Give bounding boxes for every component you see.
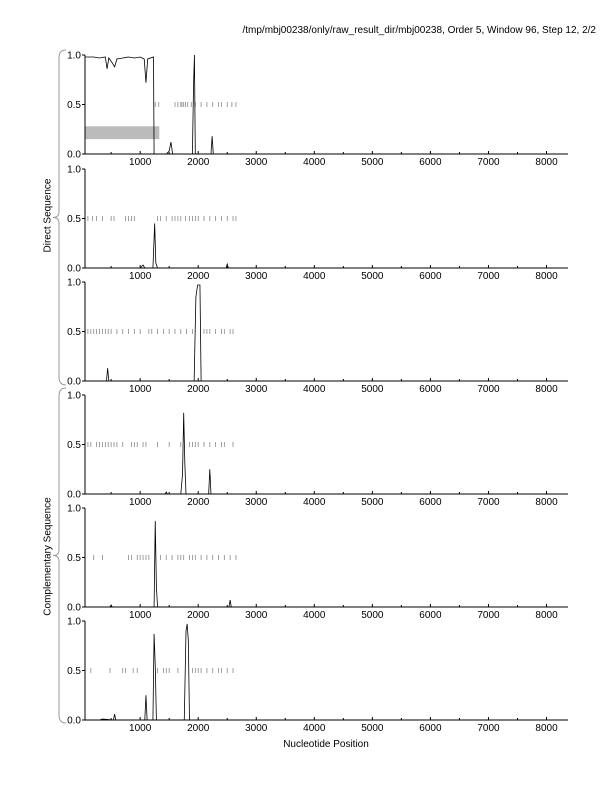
y-tick-label: 1.0 bbox=[67, 278, 81, 289]
x-tick-label: 7000 bbox=[477, 157, 500, 168]
x-tick-label: 4000 bbox=[303, 723, 326, 734]
complementary-bracket bbox=[52, 387, 67, 724]
x-tick-label: 4000 bbox=[303, 384, 326, 395]
x-tick-label: 2000 bbox=[187, 723, 210, 734]
x-tick-label: 7000 bbox=[477, 497, 500, 508]
y-tick-label: 1.0 bbox=[67, 51, 81, 62]
x-tick-label: 5000 bbox=[361, 610, 384, 621]
x-tick-label: 4000 bbox=[303, 610, 326, 621]
x-tick-label: 2000 bbox=[187, 497, 210, 508]
x-tick-label: 8000 bbox=[535, 723, 558, 734]
y-tick-label: 0.0 bbox=[67, 150, 81, 161]
x-tick-label: 1000 bbox=[129, 384, 152, 395]
x-tick-label: 3000 bbox=[245, 271, 268, 282]
y-tick-label: 1.0 bbox=[67, 617, 81, 628]
x-tick-label: 8000 bbox=[535, 384, 558, 395]
x-tick-label: 2000 bbox=[187, 384, 210, 395]
x-tick-label: 7000 bbox=[477, 271, 500, 282]
x-tick-label: 8000 bbox=[535, 610, 558, 621]
x-tick-label: 3000 bbox=[245, 384, 268, 395]
x-tick-label: 3000 bbox=[245, 497, 268, 508]
x-tick-label: 3000 bbox=[245, 157, 268, 168]
x-tick-label: 7000 bbox=[477, 723, 500, 734]
y-tick-label: 0.0 bbox=[67, 264, 81, 275]
coding-potential-line-direct-frame-2 bbox=[85, 223, 568, 269]
x-tick-label: 5000 bbox=[361, 497, 384, 508]
y-tick-label: 0.5 bbox=[67, 214, 81, 225]
coding-potential-line-complementary-frame-1 bbox=[85, 412, 568, 495]
x-tick-label: 8000 bbox=[535, 497, 558, 508]
x-tick-label: 2000 bbox=[187, 157, 210, 168]
y-tick-label: 0.0 bbox=[67, 716, 81, 727]
x-tick-label: 1000 bbox=[129, 271, 152, 282]
x-tick-label: 3000 bbox=[245, 723, 268, 734]
x-tick-label: 1000 bbox=[129, 497, 152, 508]
x-tick-label: 8000 bbox=[535, 271, 558, 282]
x-tick-label: 4000 bbox=[303, 157, 326, 168]
chart-title: /tmp/mbj00238/only/raw_result_dir/mbj002… bbox=[242, 25, 596, 36]
x-tick-label: 1000 bbox=[129, 610, 152, 621]
x-tick-label: 3000 bbox=[245, 610, 268, 621]
x-tick-label: 7000 bbox=[477, 384, 500, 395]
y-tick-label: 0.5 bbox=[67, 666, 81, 677]
x-tick-label: 5000 bbox=[361, 384, 384, 395]
coding-potential-line-complementary-frame-2 bbox=[85, 520, 568, 608]
y-tick-label: 0.0 bbox=[67, 603, 81, 614]
x-tick-label: 6000 bbox=[419, 384, 442, 395]
y-tick-label: 0.0 bbox=[67, 490, 81, 501]
x-tick-label: 5000 bbox=[361, 723, 384, 734]
x-tick-label: 4000 bbox=[303, 497, 326, 508]
x-tick-label: 1000 bbox=[129, 723, 152, 734]
y-tick-label: 1.0 bbox=[67, 165, 81, 176]
x-tick-label: 8000 bbox=[535, 157, 558, 168]
x-tick-label: 4000 bbox=[303, 271, 326, 282]
x-tick-label: 6000 bbox=[419, 271, 442, 282]
x-tick-label: 6000 bbox=[419, 723, 442, 734]
x-tick-label: 6000 bbox=[419, 497, 442, 508]
x-tick-label: 6000 bbox=[419, 610, 442, 621]
y-tick-label: 0.0 bbox=[67, 377, 81, 388]
x-tick-label: 5000 bbox=[361, 157, 384, 168]
coding-potential-line-direct-frame-3 bbox=[85, 284, 568, 382]
x-tick-label: 5000 bbox=[361, 271, 384, 282]
y-tick-label: 1.0 bbox=[67, 391, 81, 402]
y-tick-label: 1.0 bbox=[67, 504, 81, 515]
x-tick-label: 2000 bbox=[187, 271, 210, 282]
direct-bracket bbox=[52, 49, 67, 386]
x-tick-label: 2000 bbox=[187, 610, 210, 621]
x-tick-label: 6000 bbox=[419, 157, 442, 168]
coding-potential-line-direct-frame-1 bbox=[85, 54, 568, 155]
y-tick-label: 0.5 bbox=[67, 327, 81, 338]
x-tick-label: 7000 bbox=[477, 610, 500, 621]
x-tick-label: 1000 bbox=[129, 157, 152, 168]
y-tick-label: 0.5 bbox=[67, 440, 81, 451]
y-tick-label: 0.5 bbox=[67, 100, 81, 111]
y-tick-label: 0.5 bbox=[67, 553, 81, 564]
coding-potential-line-complementary-frame-3 bbox=[85, 623, 568, 721]
gene-region-bar bbox=[85, 126, 160, 140]
x-axis-label: Nucleotide Position bbox=[283, 739, 369, 750]
